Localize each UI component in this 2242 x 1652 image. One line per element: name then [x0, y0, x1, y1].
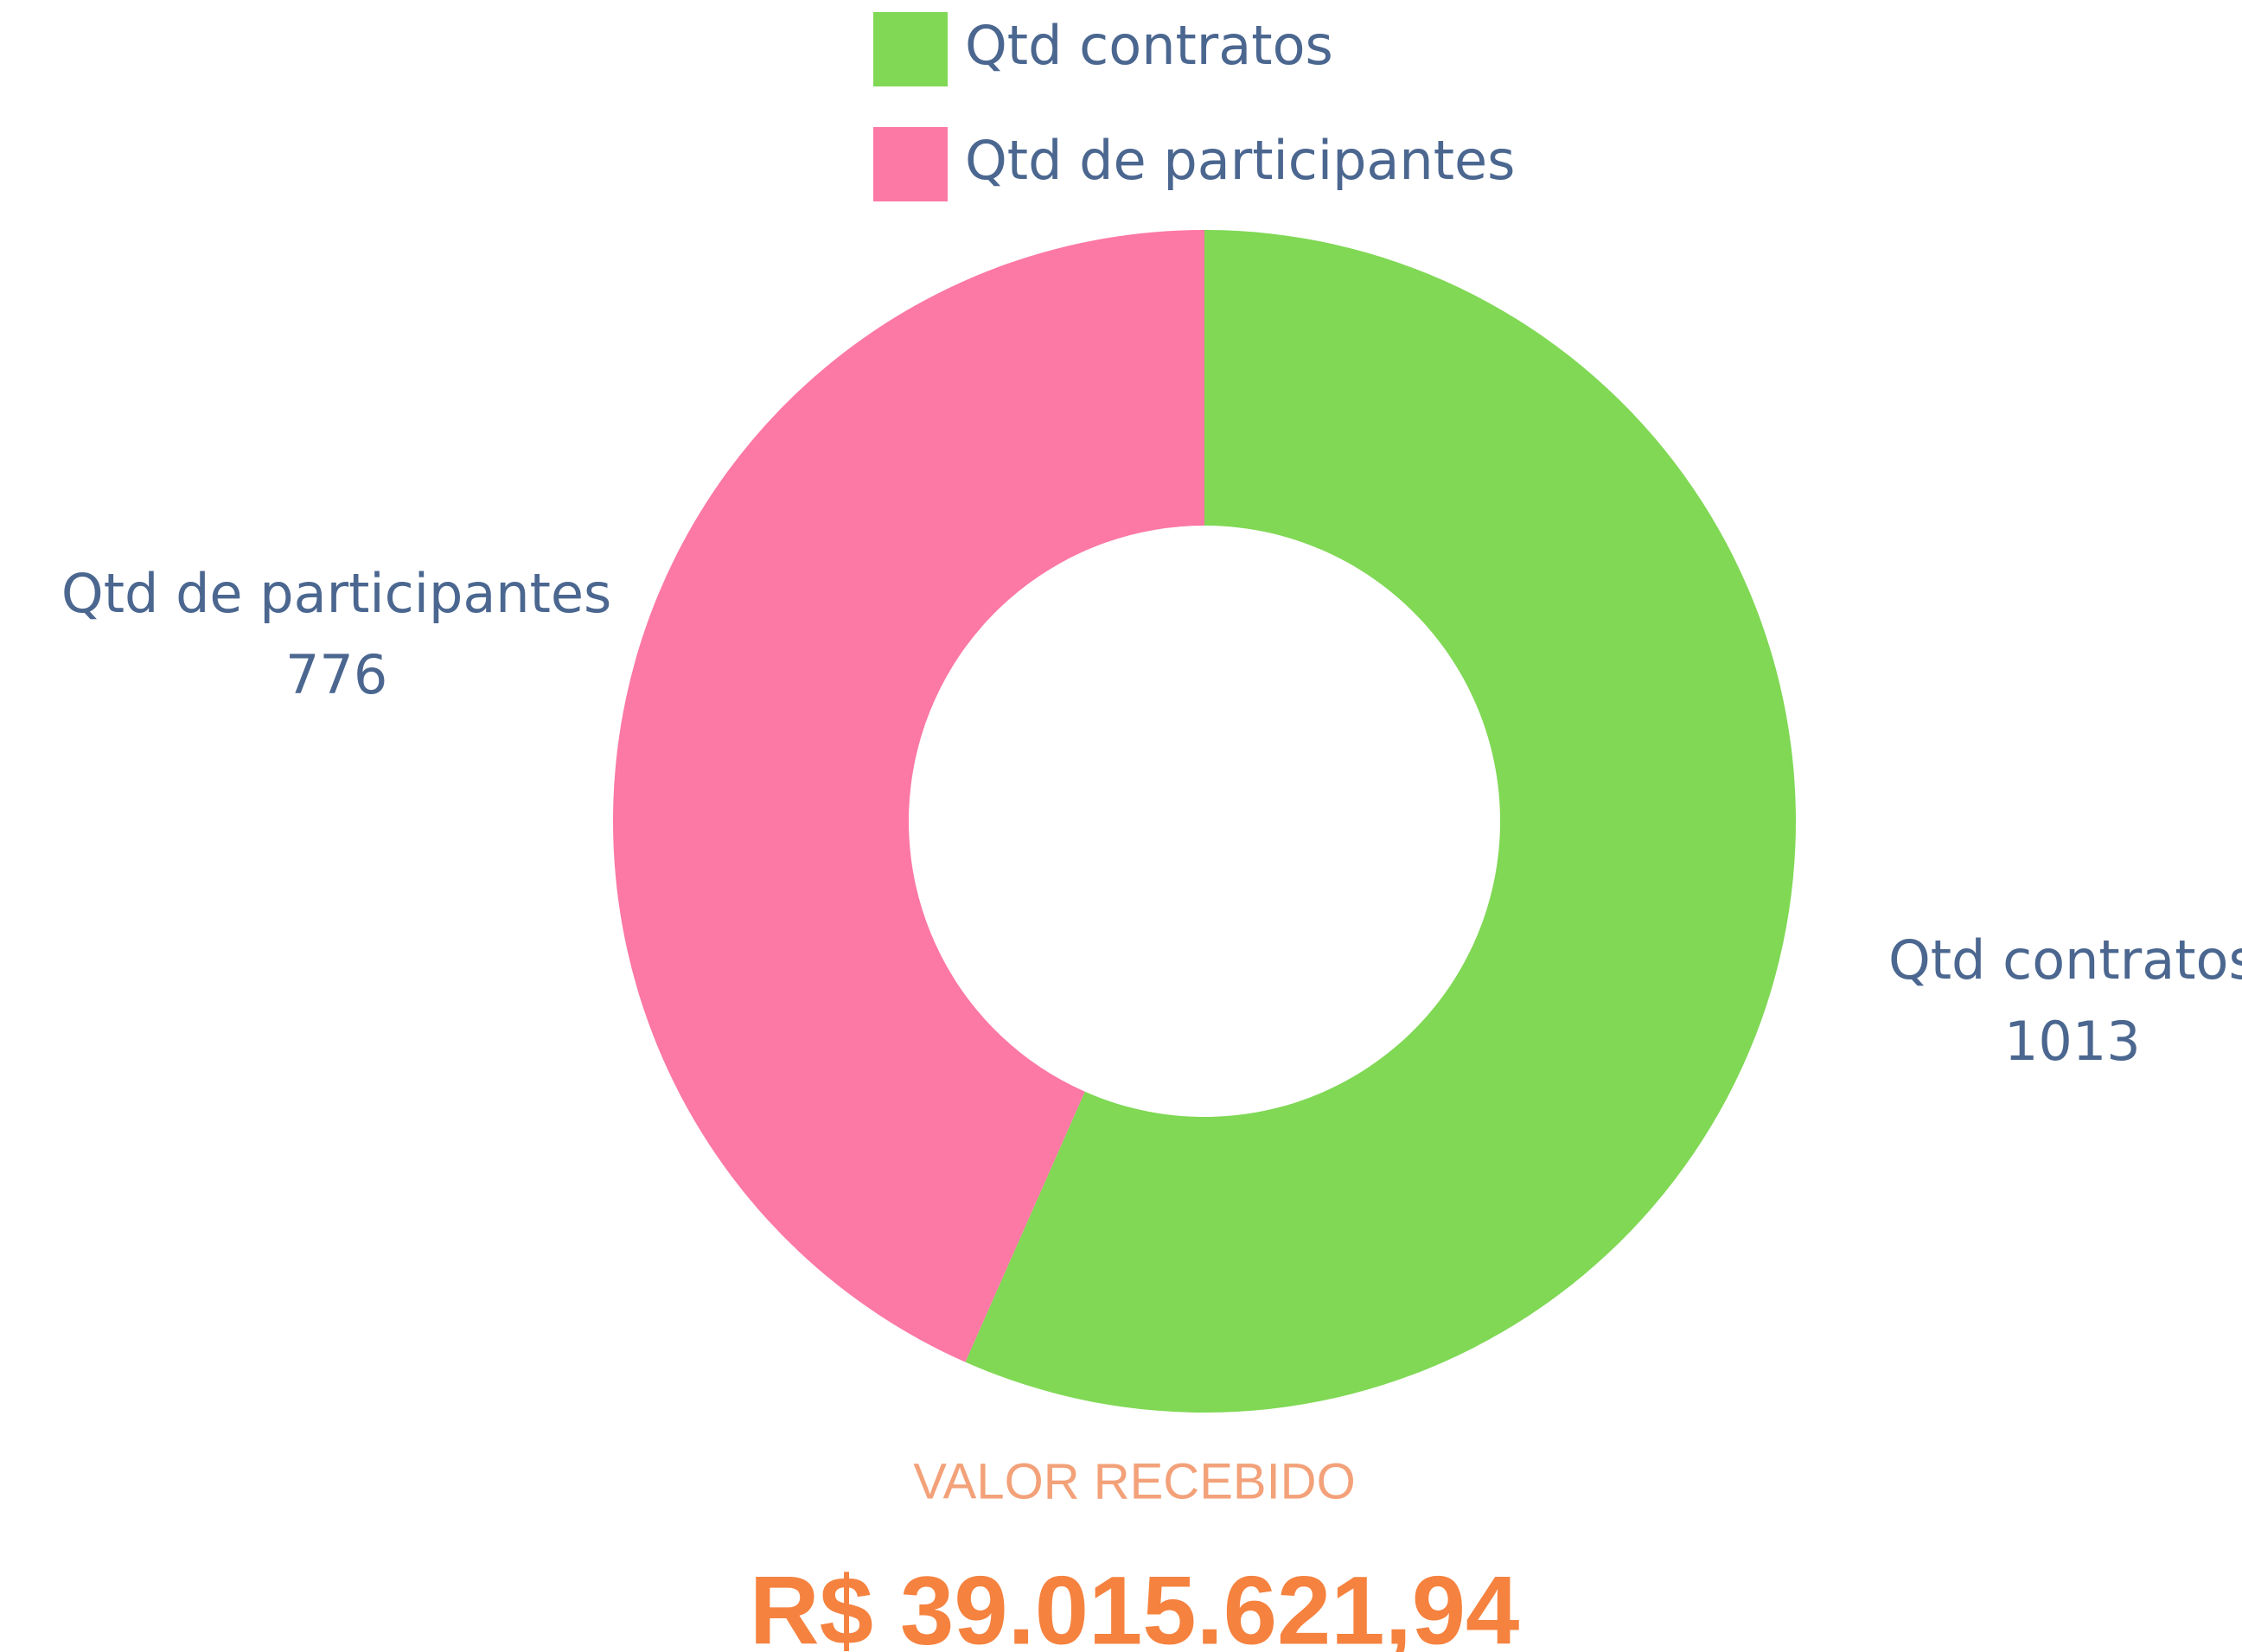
summary-label: VALOR RECEBIDO: [913, 1453, 1355, 1509]
legend-swatch: [873, 12, 948, 86]
summary-value: R$ 39.015.621,94: [750, 1557, 1520, 1652]
slice: [612, 230, 1204, 1362]
legend-label: Qtd contratos: [965, 14, 1333, 77]
legend-swatch: [873, 127, 948, 201]
legend-label: Qtd de participantes: [965, 129, 1515, 192]
data-label-value: 776: [285, 643, 387, 706]
data-label-value: 1013: [2004, 1010, 2141, 1073]
data-label-name: Qtd de participantes: [61, 562, 611, 625]
slice: [965, 230, 1796, 1413]
data-label-name: Qtd contratos: [1888, 928, 2242, 992]
